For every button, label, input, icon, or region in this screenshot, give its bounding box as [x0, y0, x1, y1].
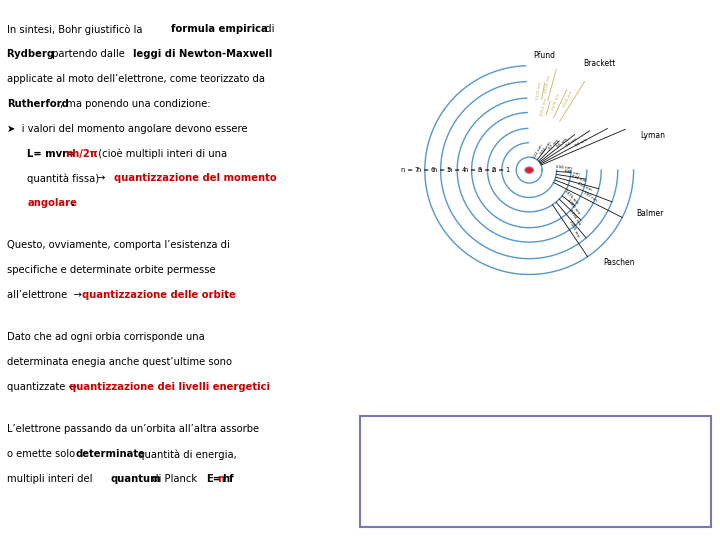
Text: quantizzazione dei livelli energetici: quantizzazione dei livelli energetici	[69, 382, 270, 392]
Text: 94 nm: 94 nm	[565, 137, 578, 148]
Text: quantum: quantum	[110, 474, 161, 484]
Text: numerati da 1 a 7.: numerati da 1 a 7.	[372, 496, 465, 507]
Text: In sintesi, Bohr giustificò la: In sintesi, Bohr giustificò la	[7, 24, 146, 35]
Circle shape	[525, 167, 534, 173]
Text: Brackett: Brackett	[583, 59, 616, 69]
Text: 93 nm: 93 nm	[575, 138, 588, 148]
Text: n: n	[217, 474, 224, 484]
Text: L’elettrone passando da un’orbita all’altra assorbe: L’elettrone passando da un’orbita all’al…	[7, 424, 259, 434]
Text: determinate: determinate	[76, 449, 145, 459]
Text: formula empirica: formula empirica	[171, 24, 268, 35]
Text: 397 nm: 397 nm	[582, 190, 598, 202]
Text: 7: 7	[455, 451, 462, 461]
Text: di: di	[259, 24, 275, 35]
Text: →: →	[96, 173, 105, 184]
Text: applicate al moto dell’elettrone, come teorizzato da: applicate al moto dell’elettrone, come t…	[7, 74, 265, 84]
Text: n = 7: n = 7	[401, 167, 419, 173]
Text: 1094 nm: 1094 nm	[568, 208, 581, 226]
Text: Dall’analisi delle righe dello spettro,: Dall’analisi delle righe dello spettro,	[372, 428, 553, 438]
Text: Questo, ovviamente, comporta l’esistenza di: Questo, ovviamente, comporta l’esistenza…	[7, 240, 230, 251]
Text: n: n	[514, 474, 521, 484]
Text: Paschen: Paschen	[603, 258, 635, 267]
Text: 4654 nm: 4654 nm	[544, 75, 552, 93]
Text: .: .	[225, 290, 228, 300]
Text: hf: hf	[222, 474, 234, 484]
Text: angolare: angolare	[27, 198, 77, 208]
Text: 434 nm: 434 nm	[570, 174, 586, 183]
Text: o emette solo: o emette solo	[7, 449, 78, 459]
Text: ➤  i valori del momento angolare devono essere: ➤ i valori del momento angolare devono e…	[7, 124, 248, 134]
Text: quantità di energia,: quantità di energia,	[135, 449, 236, 460]
Text: (cioè multipli interi di una: (cioè multipli interi di una	[92, 148, 228, 159]
Text: 95 nm: 95 nm	[556, 138, 569, 149]
Text: 1005 nm: 1005 nm	[567, 219, 580, 238]
Text: 4053 nm: 4053 nm	[540, 97, 548, 116]
Text: Rutherford: Rutherford	[7, 99, 69, 109]
Text: n = 4: n = 4	[448, 167, 466, 173]
Text: n = 1: n = 1	[492, 167, 510, 173]
Text: quantizzazione delle orbite: quantizzazione delle orbite	[82, 290, 236, 300]
Text: all’elettrone  →: all’elettrone →	[7, 290, 85, 300]
Text: n = 6: n = 6	[417, 167, 435, 173]
Text: n = 5: n = 5	[433, 167, 451, 173]
Text: , ma ponendo una condizione:: , ma ponendo una condizione:	[60, 99, 210, 109]
Text: specifiche e determinate orbite permesse: specifiche e determinate orbite permesse	[7, 265, 216, 275]
Text: nh/2π: nh/2π	[65, 148, 97, 159]
FancyBboxPatch shape	[360, 416, 711, 526]
Text: 486 nm: 486 nm	[564, 169, 580, 176]
Text: Bohr ricavò per l’H: Bohr ricavò per l’H	[372, 451, 469, 461]
Text: Lyman: Lyman	[641, 131, 665, 140]
Text: Rydberg: Rydberg	[7, 49, 58, 59]
Text: 1875 nm: 1875 nm	[563, 189, 579, 205]
Text: 7476 nm: 7476 nm	[536, 81, 542, 100]
Text: 2626 nm: 2626 nm	[552, 93, 561, 111]
Text: 656 nm: 656 nm	[556, 165, 572, 170]
Text: 1282 nm: 1282 nm	[566, 198, 580, 215]
Text: 103 nm: 103 nm	[539, 140, 552, 156]
Text: n = 3: n = 3	[464, 167, 482, 173]
Text: E=: E=	[206, 474, 221, 484]
Text: 2166 nm: 2166 nm	[563, 90, 574, 109]
Text: possibili orbite: possibili orbite	[462, 451, 539, 461]
Text: L= mvr=: L= mvr=	[27, 148, 76, 159]
Text: quantizzazione del momento: quantizzazione del momento	[107, 173, 276, 184]
Text: quantizzate →: quantizzate →	[7, 382, 80, 392]
Text: multipli interi del: multipli interi del	[7, 474, 96, 484]
Text: ,: ,	[521, 474, 523, 484]
Text: .: .	[71, 198, 75, 208]
Text: che chiamò livelli energetici: che chiamò livelli energetici	[372, 474, 516, 484]
Text: Balmer: Balmer	[636, 209, 663, 218]
Text: quantità fissa): quantità fissa)	[27, 173, 99, 184]
Text: 122 nm: 122 nm	[533, 144, 544, 159]
Text: Pfund: Pfund	[534, 51, 556, 59]
Text: 410 nm: 410 nm	[577, 181, 593, 192]
Text: 97 nm: 97 nm	[549, 139, 560, 151]
Text: n = 2: n = 2	[478, 167, 496, 173]
Text: determinata enegia anche quest’ultime sono: determinata enegia anche quest’ultime so…	[7, 357, 232, 367]
Text: di Planck: di Planck	[149, 474, 200, 484]
Text: partendo dalle: partendo dalle	[49, 49, 128, 59]
Text: leggi di Newton-Maxwell: leggi di Newton-Maxwell	[133, 49, 272, 59]
Text: Dato che ad ogni orbia corrisponde una: Dato che ad ogni orbia corrisponde una	[7, 332, 205, 342]
